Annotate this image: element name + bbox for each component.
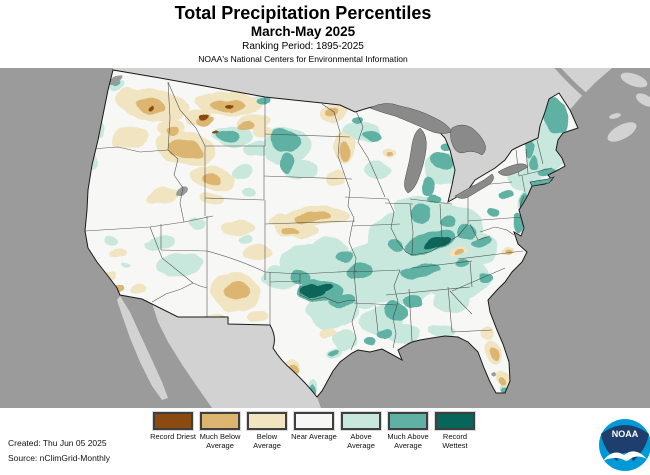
much-above-average-blobs: [113, 81, 570, 397]
legend-item-below-average: Below Average: [244, 412, 291, 450]
legend-label: Above Average: [347, 432, 375, 450]
legend-item-much-above-average: Much Above Average: [385, 412, 432, 450]
organization-line: NOAA's National Centers for Environmenta…: [198, 54, 408, 64]
lake-huron: [450, 124, 486, 156]
period-subtitle: March-May 2025: [250, 24, 356, 39]
mexico-land: [117, 296, 321, 408]
legend-swatch: [153, 412, 193, 430]
record-wettest-blobs: [300, 236, 450, 298]
legend-label: Much Above Average: [387, 432, 429, 450]
source-label: Source: nClimGrid-Monthly: [8, 453, 111, 463]
missing-data-blobs: [108, 75, 498, 377]
legend-item-record-driest: Record Driest: [150, 412, 197, 450]
noaa-logo-text: NOAA: [612, 429, 639, 439]
legend-swatch: [435, 412, 475, 430]
legend-item-near-average: Near Average: [291, 412, 338, 450]
page-title: Total Precipitation Percentiles: [174, 3, 432, 23]
state-borders: [85, 81, 553, 351]
legend-label: Record Driest: [150, 432, 196, 441]
seagull-icon: [603, 451, 647, 461]
conus-percentile-map: [0, 68, 650, 408]
legend-swatch: [388, 412, 428, 430]
legend-swatch: [247, 412, 287, 430]
map-svg: [0, 68, 650, 408]
legend-label: Much Below Average: [199, 432, 241, 450]
canada-land: [113, 68, 612, 202]
st-lawrence-river: [554, 68, 608, 113]
legend: Record Driest Much Below Average Below Ave…: [0, 412, 650, 450]
ranking-period: Ranking Period: 1895-2025: [242, 41, 364, 52]
legend-label: Below Average: [253, 432, 281, 450]
legend-item-above-average: Above Average: [338, 412, 385, 450]
lake-erie: [454, 173, 494, 199]
map-header: Total Precipitation Percentiles March-Ma…: [0, 0, 650, 64]
us-outline: [84, 69, 579, 398]
legend-swatch: [200, 412, 240, 430]
noaa-logo: NOAA: [599, 419, 650, 471]
lake-ontario: [497, 163, 529, 176]
legend-item-record-wettest: Record Wettest: [432, 412, 479, 450]
legend-swatch: [341, 412, 381, 430]
lake-michigan: [404, 127, 427, 194]
legend-swatch: [294, 412, 334, 430]
created-date: Created: Thu Jun 05 2025: [8, 438, 107, 448]
great-lakes: [369, 103, 529, 199]
legend-label: Record Wettest: [442, 432, 468, 450]
legend-label: Near Average: [291, 432, 337, 441]
long-island: [529, 176, 555, 187]
legend-item-much-below-average: Much Below Average: [197, 412, 244, 450]
